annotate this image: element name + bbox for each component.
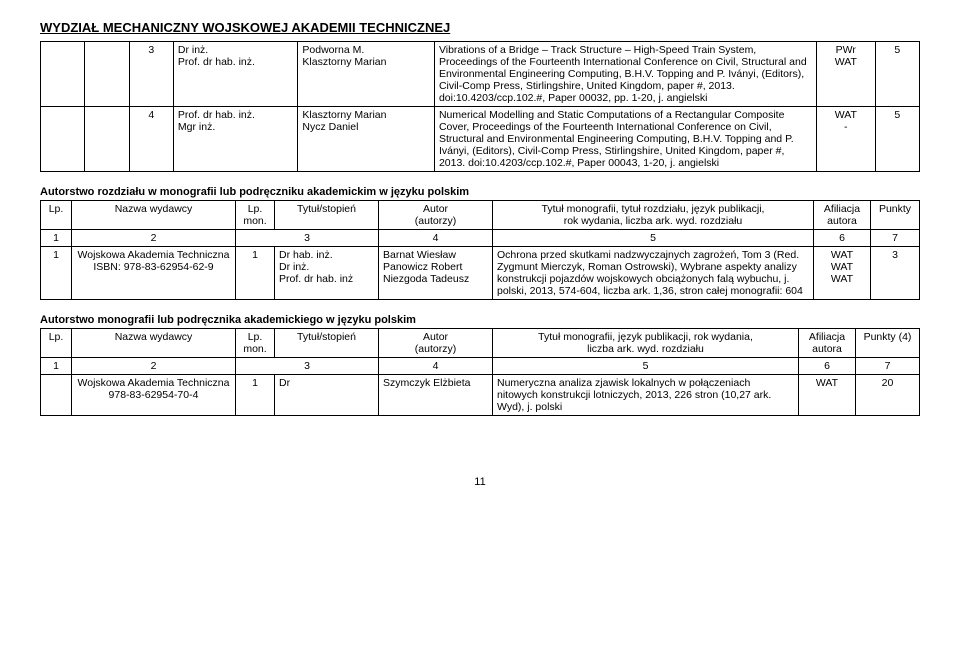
table-row: 3 Dr inż. Prof. dr hab. inż. Podworna M.… [41, 42, 920, 107]
degree-cell: Dr hab. inż. Dr inż. Prof. dr hab. inż [275, 247, 379, 300]
degree-cell: Prof. dr hab. inż. Mgr inż. [173, 107, 298, 172]
pts-cell: 20 [856, 375, 920, 416]
aff-cell: WAT WAT WAT [814, 247, 871, 300]
section-title-3: Autorstwo monografii lub podręcznika aka… [40, 314, 920, 326]
num: 3 [236, 230, 379, 247]
page-number: 11 [40, 476, 920, 488]
th: Autor (autorzy) [379, 329, 493, 358]
desc-cell: Vibrations of a Bridge – Track Structure… [434, 42, 816, 107]
table-1: 3 Dr inż. Prof. dr hab. inż. Podworna M.… [40, 41, 920, 172]
desc-cell: Ochrona przed skutkami nadzwyczajnych za… [493, 247, 814, 300]
th: Punkty (4) [856, 329, 920, 358]
row-num: 4 [129, 107, 173, 172]
table-3: Lp. Nazwa wydawcy Lp. mon. Tytuł/stopień… [40, 328, 920, 416]
table-row: 4 Prof. dr hab. inż. Mgr inż. Klasztorny… [41, 107, 920, 172]
table-row: 1 Wojskowa Akademia Techniczna ISBN: 978… [41, 247, 920, 300]
num: 2 [72, 358, 236, 375]
num: 5 [493, 358, 799, 375]
author-cell: Barnat Wiesław Panowicz Robert Niezgoda … [379, 247, 493, 300]
pts-cell: 3 [871, 247, 920, 300]
table-row: Wojskowa Akademia Techniczna 978-83-6295… [41, 375, 920, 416]
th: Tytuł monografii, tytuł rozdziału, język… [493, 201, 814, 230]
th: Nazwa wydawcy [72, 329, 236, 358]
author-cell: Szymczyk Elżbieta [379, 375, 493, 416]
degree-cell: Dr [275, 375, 379, 416]
aff-cell: PWr WAT [816, 42, 875, 107]
table-2: Lp. Nazwa wydawcy Lp. mon. Tytuł/stopień… [40, 200, 920, 300]
th: Afiliacja autora [814, 201, 871, 230]
th: Tytuł/stopień [275, 201, 379, 230]
degree-cell: Dr inż. Prof. dr hab. inż. [173, 42, 298, 107]
num: 5 [493, 230, 814, 247]
lpmon-cell: 1 [236, 375, 275, 416]
pts-cell: 5 [875, 107, 919, 172]
num: 6 [814, 230, 871, 247]
section-title-2: Autorstwo rozdziału w monografii lub pod… [40, 186, 920, 198]
lp-cell [41, 375, 72, 416]
table-num-row: 1 2 3 4 5 6 7 [41, 358, 920, 375]
table-header-row: Lp. Nazwa wydawcy Lp. mon. Tytuł/stopień… [41, 201, 920, 230]
pts-cell: 5 [875, 42, 919, 107]
th: Punkty [871, 201, 920, 230]
lpmon-cell: 1 [236, 247, 275, 300]
desc-cell: Numeryczna analiza zjawisk lokalnych w p… [493, 375, 799, 416]
num: 4 [379, 358, 493, 375]
num: 4 [379, 230, 493, 247]
num: 1 [41, 358, 72, 375]
publisher-cell: Wojskowa Akademia Techniczna 978-83-6295… [72, 375, 236, 416]
th: Nazwa wydawcy [72, 201, 236, 230]
num: 1 [41, 230, 72, 247]
num: 7 [871, 230, 920, 247]
author-cell: Klasztorny Marian Nycz Daniel [298, 107, 435, 172]
th: Lp. mon. [236, 201, 275, 230]
th: Autor (autorzy) [379, 201, 493, 230]
th: Lp. [41, 329, 72, 358]
author-cell: Podworna M. Klasztorny Marian [298, 42, 435, 107]
table-header-row: Lp. Nazwa wydawcy Lp. mon. Tytuł/stopień… [41, 329, 920, 358]
row-num: 3 [129, 42, 173, 107]
num: 7 [856, 358, 920, 375]
aff-cell: WAT - [816, 107, 875, 172]
num: 6 [799, 358, 856, 375]
th: Tytuł/stopień [275, 329, 379, 358]
num: 3 [236, 358, 379, 375]
publisher-cell: Wojskowa Akademia Techniczna ISBN: 978-8… [72, 247, 236, 300]
lp-cell: 1 [41, 247, 72, 300]
th: Tytuł monografii, język publikacji, rok … [493, 329, 799, 358]
num: 2 [72, 230, 236, 247]
th: Afiliacja autora [799, 329, 856, 358]
desc-cell: Numerical Modelling and Static Computati… [434, 107, 816, 172]
aff-cell: WAT [799, 375, 856, 416]
th: Lp. [41, 201, 72, 230]
th: Lp. mon. [236, 329, 275, 358]
page-header: WYDZIAŁ MECHANICZNY WOJSKOWEJ AKADEMII T… [40, 20, 920, 35]
table-num-row: 1 2 3 4 5 6 7 [41, 230, 920, 247]
